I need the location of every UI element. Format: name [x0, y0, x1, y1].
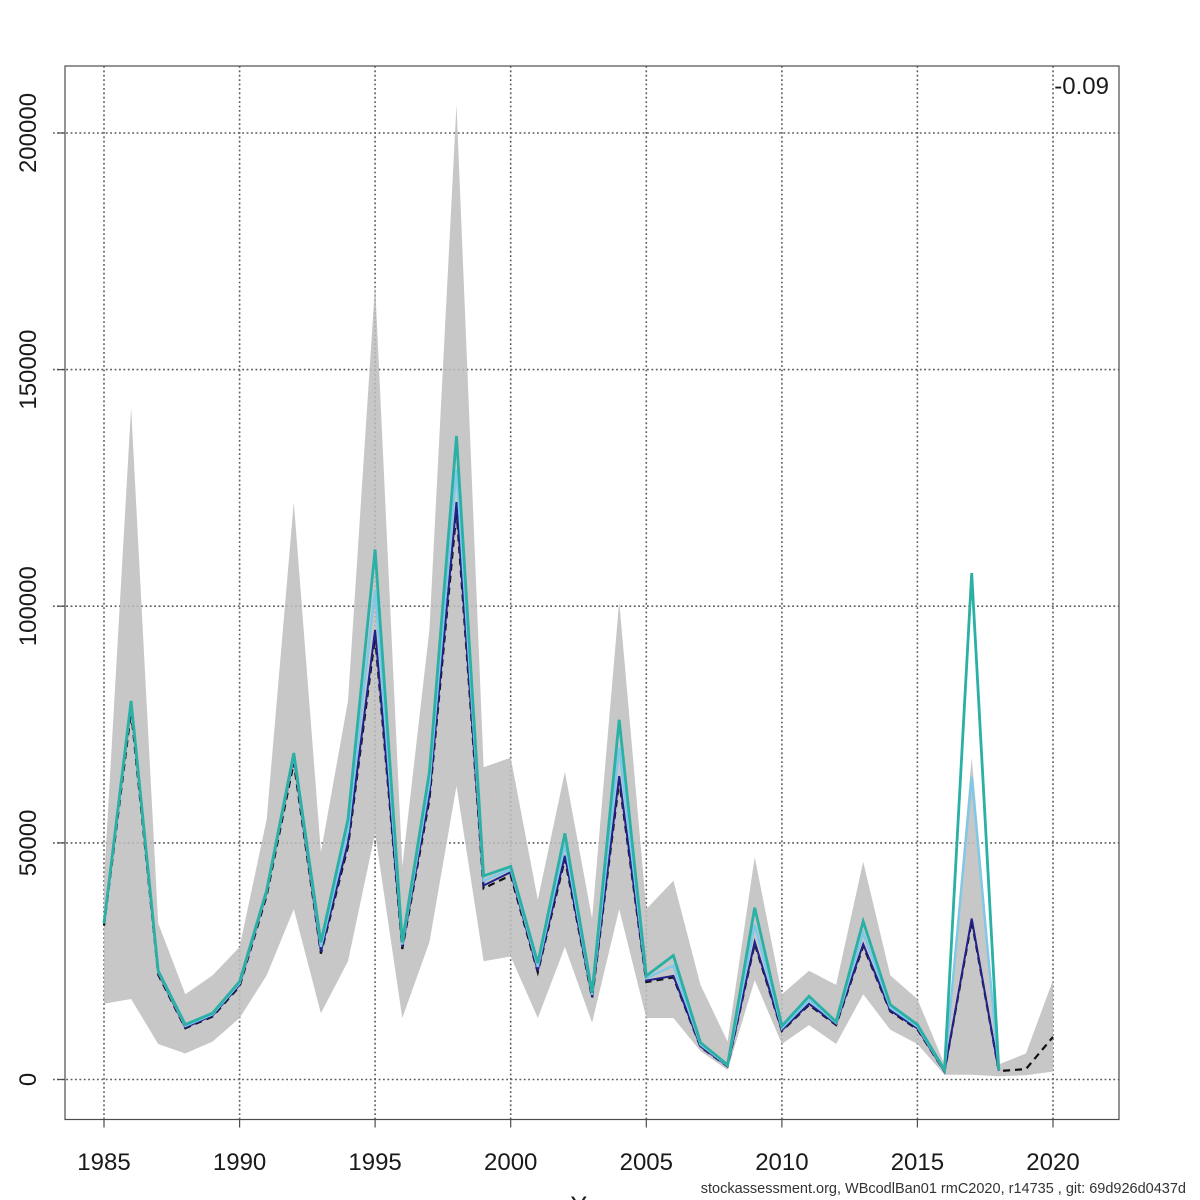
- svg-text:2000: 2000: [484, 1149, 537, 1176]
- svg-text:1990: 1990: [213, 1149, 266, 1176]
- svg-text:150000: 150000: [15, 330, 42, 410]
- svg-text:2010: 2010: [755, 1149, 808, 1176]
- svg-text:stockassessment.org, WBcodlBan: stockassessment.org, WBcodlBan01 rmC2020…: [701, 1181, 1186, 1197]
- svg-text:1995: 1995: [348, 1149, 401, 1176]
- svg-text:200000: 200000: [15, 93, 42, 173]
- svg-text:100000: 100000: [15, 566, 42, 646]
- svg-text:-0.09: -0.09: [1054, 73, 1109, 100]
- svg-text:2020: 2020: [1026, 1149, 1079, 1176]
- svg-text:1985: 1985: [77, 1149, 130, 1176]
- svg-text:50000: 50000: [15, 810, 42, 877]
- svg-text:2015: 2015: [891, 1149, 944, 1176]
- svg-text:Years: Years: [570, 1192, 633, 1200]
- svg-text:0: 0: [15, 1073, 42, 1086]
- svg-text:2005: 2005: [620, 1149, 673, 1176]
